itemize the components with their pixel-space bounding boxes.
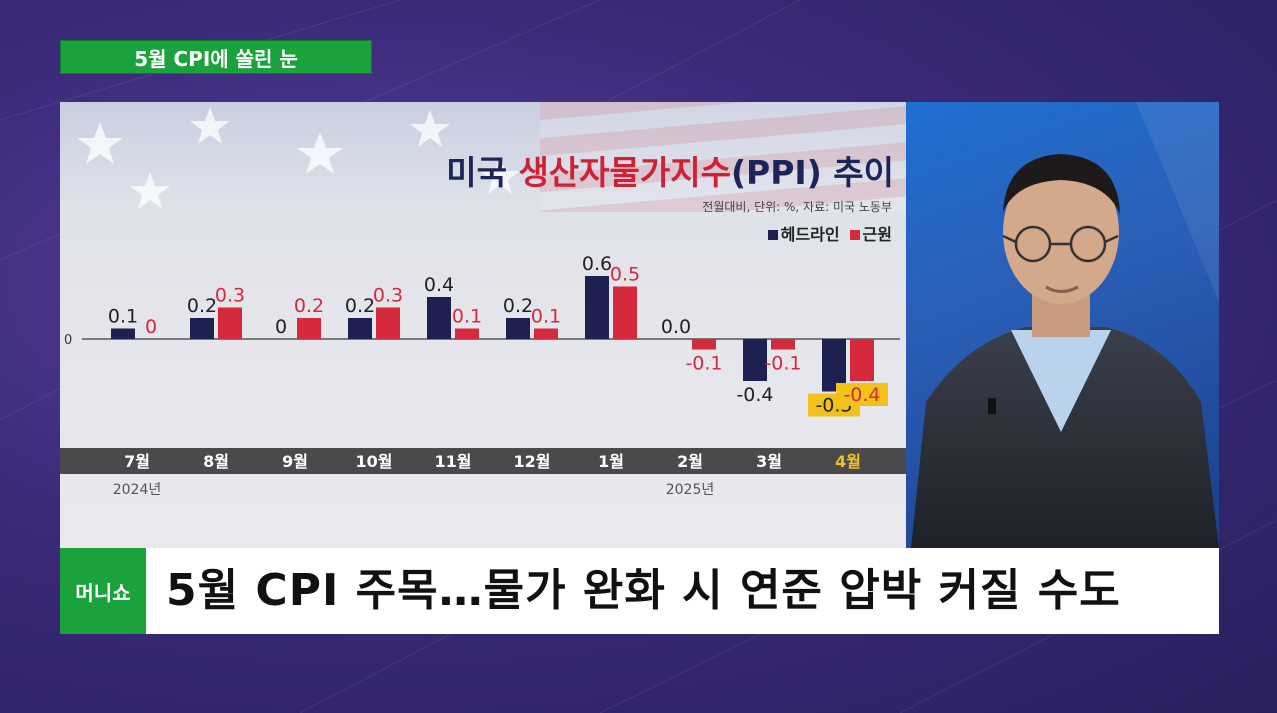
bar-headline-6 [585,276,609,339]
bar-core-4 [455,328,479,339]
x-axis-band [60,448,906,474]
data-label-headline-7: 0.0 [661,316,691,338]
data-label-headline-4: 0.4 [424,274,454,296]
bar-core-3 [376,307,400,339]
x-tick-11월: 11월 [435,452,472,471]
x-tick-12월: 12월 [514,452,551,471]
x-tick-7월: 7월 [124,452,150,471]
data-label-headline-6: 0.6 [582,253,612,275]
ticker-headline: 5월 CPI 주목…물가 완화 시 연준 압박 커질 수도 [166,565,1121,616]
data-label-core-5: 0.1 [531,306,561,328]
x-tick-4월: 4월 [835,452,861,471]
chart-title-highlight: 생산자물가지수 [518,153,731,192]
bar-core-5 [534,328,558,339]
bar-headline-9 [822,339,846,392]
legend: 헤드라인 근원 [767,221,892,245]
data-label-headline-2: 0 [275,316,287,338]
data-label-headline-3: 0.2 [345,295,375,317]
bar-headline-3 [348,318,372,339]
data-label-core-7: -0.1 [685,353,722,375]
chart-title: 미국 생산자물가지수(PPI) 추이 [446,146,894,194]
x-tick-8월: 8월 [203,452,229,471]
bar-headline-0 [111,328,135,339]
data-label-headline-5: 0.2 [503,295,533,317]
bar-headline-4 [427,297,451,339]
ppi-bar-chart: 00.1 07월0.20.38월00.29월0.20.310월0.40.111월0… [64,253,900,498]
bar-headline-8 [743,339,767,381]
flag-stars [77,107,520,209]
channel-logo: 머니쇼 [60,548,146,634]
x-tick-1월: 1월 [598,452,624,471]
bar-headline-1 [190,318,214,339]
chart-subtitle: 전월대비, 단위: %, 자료: 미국 노동부 [702,200,892,214]
data-label-core-9: -0.4 [843,384,880,406]
data-label-core-6: 0.5 [610,264,640,286]
chart-panel: 미국 생산자물가지수(PPI) 추이 전월대비, 단위: %, 자료: 미국 노… [60,102,906,548]
x-tick-3월: 3월 [756,452,782,471]
news-ticker: 머니쇼 5월 CPI 주목…물가 완화 시 연준 압박 커질 수도 [60,548,1219,634]
zero-tick-label: 0 [64,333,72,348]
bar-core-2 [297,318,321,339]
bar-core-8 [771,339,795,350]
data-label-core-2: 0.2 [294,295,324,317]
bar-core-6 [613,286,637,339]
bar-headline-5 [506,318,530,339]
presenter-video [906,102,1219,548]
bar-core-7 [692,339,716,350]
chart-title-plain: 미국 [446,153,519,192]
year-label-7: 2025년 [666,482,715,498]
top-tag: 5월 CPI에 쏠린 눈 [60,40,372,74]
x-tick-10월: 10월 [356,452,393,471]
flag-stripes [540,102,906,212]
x-tick-9월: 9월 [282,452,308,471]
bar-core-1 [218,307,242,339]
data-label-headline-0: 0.1 [108,306,138,328]
data-label-headline-8: -0.4 [736,384,773,406]
chart-title-rest: (PPI) 추이 [730,153,894,192]
legend-headline: 헤드라인 [767,221,840,245]
data-label-core-1: 0.3 [215,285,245,307]
highlight-label-bg-core [836,383,888,406]
presenter-illustration [911,102,1219,548]
year-label-0: 2024년 [113,482,162,498]
data-label-core-4: 0.1 [452,306,482,328]
bar-core-9 [850,339,874,381]
data-label-core-3: 0.3 [373,285,403,307]
data-label-core-8: -0.1 [764,353,801,375]
data-label-core-0: 0 [145,316,157,338]
legend-core: 근원 [849,221,892,245]
data-label-headline-1: 0.2 [187,295,217,317]
x-tick-2월: 2월 [677,452,703,471]
